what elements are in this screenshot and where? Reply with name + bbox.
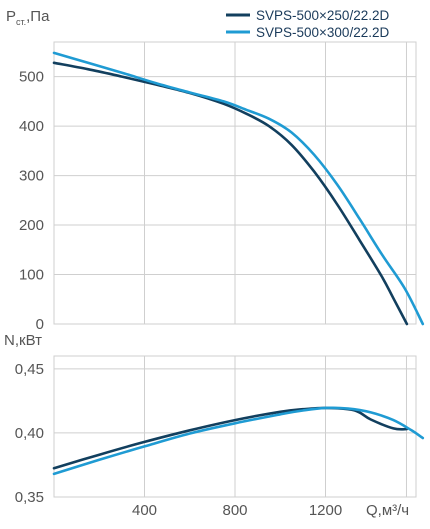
x-ticks: 400 800 1200 <box>132 502 342 519</box>
x-tick-label: 800 <box>222 502 247 519</box>
pressure-curve-series-2 <box>52 51 425 326</box>
power-panel: 0,35 0,40 0,45 N,кВт <box>4 332 425 506</box>
power-curve-series-2 <box>52 406 425 476</box>
pressure-grid <box>53 41 417 325</box>
power-series <box>52 406 425 476</box>
power-y-tick-label: 0,45 <box>15 361 44 378</box>
pressure-y-tick-label: 0 <box>36 316 44 333</box>
pressure-y-ticks: 0 100 200 300 400 500 <box>19 69 44 333</box>
pressure-y-axis-symbol: P <box>6 8 16 25</box>
pressure-y-tick-label: 500 <box>19 69 44 86</box>
pressure-y-tick-label: 300 <box>19 168 44 185</box>
pressure-y-axis-unit: ,Па <box>26 8 50 25</box>
legend: SVPS-500×250/22.2D SVPS-500×300/22.2D <box>226 8 389 40</box>
x-tick-label: 400 <box>132 502 157 519</box>
power-y-axis-label: N,кВт <box>4 332 42 349</box>
pressure-panel: 0 100 200 300 400 500 Pст.,Па <box>6 8 425 333</box>
power-curve-series-1 <box>52 406 409 470</box>
x-tick-label: 1200 <box>309 502 342 519</box>
pressure-curve-series-1 <box>52 61 409 326</box>
pressure-y-tick-label: 100 <box>19 267 44 284</box>
pressure-y-tick-label: 200 <box>19 217 44 234</box>
power-y-tick-label: 0,35 <box>15 489 44 506</box>
pressure-series <box>52 51 425 326</box>
power-y-tick-label: 0,40 <box>15 425 44 442</box>
pressure-y-tick-label: 400 <box>19 118 44 135</box>
pressure-y-axis-label: Pст.,Па <box>6 8 50 27</box>
pressure-y-axis-subscript: ст. <box>16 17 26 27</box>
legend-label-series-2: SVPS-500×300/22.2D <box>256 25 389 40</box>
legend-label-series-1: SVPS-500×250/22.2D <box>256 8 389 23</box>
power-y-ticks: 0,35 0,40 0,45 <box>15 361 44 506</box>
x-axis-label: Q,м³/ч <box>366 502 409 519</box>
power-grid <box>53 355 417 498</box>
